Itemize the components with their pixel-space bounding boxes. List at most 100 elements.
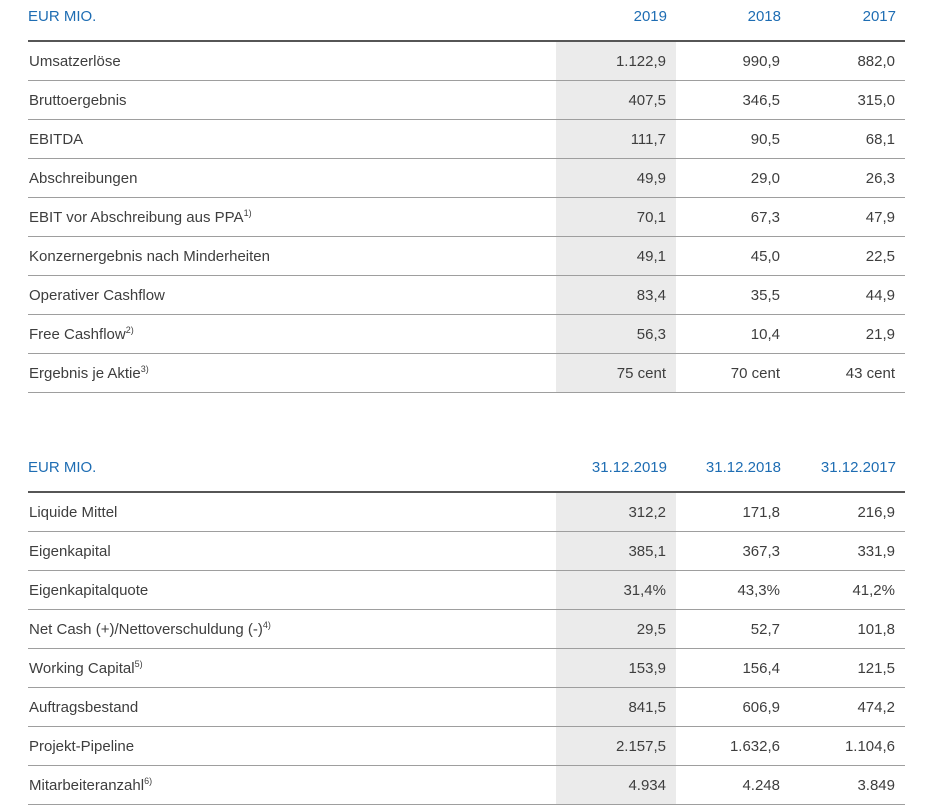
row-label: Konzernergebnis nach Minderheiten — [28, 236, 556, 276]
value-prior-period: 90,5 — [676, 119, 790, 159]
table-row: Auftragsbestand 841,5 606,9 474,2 — [28, 687, 905, 727]
value-prior-period: 41,2% — [790, 570, 905, 610]
table-row: Working Capital5) 153,9 156,4 121,5 — [28, 648, 905, 688]
row-label: Projekt-Pipeline — [28, 726, 556, 766]
value-prior-period: 21,9 — [790, 314, 905, 354]
table-row: Bruttoergebnis 407,5 346,5 315,0 — [28, 80, 905, 120]
column-header-31-12-2019: 31.12.2019 — [556, 459, 676, 493]
footnote-marker: 1) — [243, 207, 252, 218]
balance-sheet-table-body: Liquide Mittel 312,2 171,8 216,9 Eigenkapita… — [28, 492, 905, 805]
footnote-marker: 2) — [125, 324, 134, 335]
value-current-period: 75 cent — [556, 353, 676, 393]
header-row: EUR MIO. 31.12.2019 31.12.2018 31.12.201… — [28, 459, 905, 493]
value-prior-period: 121,5 — [790, 648, 905, 688]
value-prior-period: 43 cent — [790, 353, 905, 393]
value-prior-period: 29,0 — [676, 158, 790, 198]
row-label: Eigenkapital — [28, 531, 556, 571]
row-label: Auftragsbestand — [28, 687, 556, 727]
value-prior-period: 882,0 — [790, 41, 905, 81]
table-row: Mitarbeiteranzahl6) 4.934 4.248 3.849 — [28, 765, 905, 805]
value-current-period: 31,4% — [556, 570, 676, 610]
value-current-period: 1.122,9 — [556, 41, 676, 81]
value-prior-period: 315,0 — [790, 80, 905, 120]
value-prior-period: 4.248 — [676, 765, 790, 805]
row-label: EBITDA — [28, 119, 556, 159]
table-row: Eigenkapitalquote 31,4% 43,3% 41,2% — [28, 570, 905, 610]
table-row: Abschreibungen 49,9 29,0 26,3 — [28, 158, 905, 198]
value-prior-period: 45,0 — [676, 236, 790, 276]
value-current-period: 29,5 — [556, 609, 676, 649]
value-prior-period: 1.104,6 — [790, 726, 905, 766]
value-prior-period: 35,5 — [676, 275, 790, 315]
value-prior-period: 216,9 — [790, 492, 905, 532]
footnote-marker: 4) — [262, 619, 271, 630]
table-row: Eigenkapital 385,1 367,3 331,9 — [28, 531, 905, 571]
value-current-period: 312,2 — [556, 492, 676, 532]
value-prior-period: 44,9 — [790, 275, 905, 315]
row-label: Bruttoergebnis — [28, 80, 556, 120]
value-prior-period: 22,5 — [790, 236, 905, 276]
footnote-marker: 3) — [140, 363, 149, 374]
table-row: EBITDA 111,7 90,5 68,1 — [28, 119, 905, 159]
table-unit-label: EUR MIO. — [28, 459, 556, 493]
table-row: Liquide Mittel 312,2 171,8 216,9 — [28, 492, 905, 532]
row-label: Liquide Mittel — [28, 492, 556, 532]
row-label: Ergebnis je Aktie3) — [28, 353, 556, 393]
value-current-period: 56,3 — [556, 314, 676, 354]
column-header-2017: 2017 — [790, 8, 905, 42]
value-current-period: 70,1 — [556, 197, 676, 237]
row-label: Abschreibungen — [28, 158, 556, 198]
column-header-31-12-2018: 31.12.2018 — [676, 459, 790, 493]
table-row: Net Cash (+)/Nettoverschuldung (-)4) 29,5… — [28, 609, 905, 649]
row-label: Eigenkapitalquote — [28, 570, 556, 610]
header-row: EUR MIO. 2019 2018 2017 — [28, 8, 905, 42]
table-row: Free Cashflow2) 56,3 10,4 21,9 — [28, 314, 905, 354]
table-row: Operativer Cashflow 83,4 35,5 44,9 — [28, 275, 905, 315]
value-prior-period: 990,9 — [676, 41, 790, 81]
value-prior-period: 67,3 — [676, 197, 790, 237]
value-prior-period: 101,8 — [790, 609, 905, 649]
value-prior-period: 68,1 — [790, 119, 905, 159]
value-prior-period: 606,9 — [676, 687, 790, 727]
balance-sheet-table: EUR MIO. 31.12.2019 31.12.2018 31.12.201… — [28, 459, 905, 805]
value-prior-period: 346,5 — [676, 80, 790, 120]
value-current-period: 49,1 — [556, 236, 676, 276]
value-current-period: 49,9 — [556, 158, 676, 198]
table-row: EBIT vor Abschreibung aus PPA1) 70,1 67,3 4… — [28, 197, 905, 237]
income-statement-table-header: EUR MIO. 2019 2018 2017 — [28, 8, 905, 42]
balance-sheet-table-header: EUR MIO. 31.12.2019 31.12.2018 31.12.201… — [28, 459, 905, 493]
row-label: Net Cash (+)/Nettoverschuldung (-)4) — [28, 609, 556, 649]
value-prior-period: 43,3% — [676, 570, 790, 610]
column-header-2019: 2019 — [556, 8, 676, 42]
value-prior-period: 3.849 — [790, 765, 905, 805]
value-prior-period: 156,4 — [676, 648, 790, 688]
value-prior-period: 26,3 — [790, 158, 905, 198]
value-prior-period: 171,8 — [676, 492, 790, 532]
row-label: Mitarbeiteranzahl6) — [28, 765, 556, 805]
value-prior-period: 70 cent — [676, 353, 790, 393]
table-unit-label: EUR MIO. — [28, 8, 556, 42]
row-label: Operativer Cashflow — [28, 275, 556, 315]
value-prior-period: 52,7 — [676, 609, 790, 649]
value-current-period: 2.157,5 — [556, 726, 676, 766]
value-prior-period: 47,9 — [790, 197, 905, 237]
value-current-period: 385,1 — [556, 531, 676, 571]
value-current-period: 4.934 — [556, 765, 676, 805]
footnote-marker: 5) — [134, 658, 143, 669]
income-statement-table-body: Umsatzerlöse 1.122,9 990,9 882,0 Bruttoergeb… — [28, 41, 905, 393]
value-prior-period: 367,3 — [676, 531, 790, 571]
column-header-31-12-2017: 31.12.2017 — [790, 459, 905, 493]
table-row: Ergebnis je Aktie3) 75 cent 70 cent 43 cent — [28, 353, 905, 393]
table-row: Projekt-Pipeline 2.157,5 1.632,6 1.104,6 — [28, 726, 905, 766]
value-current-period: 407,5 — [556, 80, 676, 120]
value-current-period: 841,5 — [556, 687, 676, 727]
value-prior-period: 474,2 — [790, 687, 905, 727]
value-prior-period: 331,9 — [790, 531, 905, 571]
value-current-period: 83,4 — [556, 275, 676, 315]
row-label: Free Cashflow2) — [28, 314, 556, 354]
row-label: Umsatzerlöse — [28, 41, 556, 81]
value-prior-period: 10,4 — [676, 314, 790, 354]
footnote-marker: 6) — [144, 775, 153, 786]
row-label: Working Capital5) — [28, 648, 556, 688]
